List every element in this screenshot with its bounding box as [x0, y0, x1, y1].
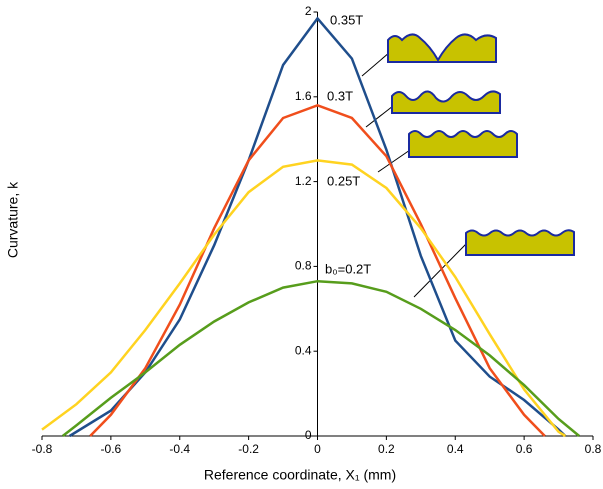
- y-tick-label: 1.6: [295, 89, 312, 103]
- x-tick-label: 0.4: [447, 442, 464, 456]
- x-axis-title: Reference coordinate, X₁ (mm): [204, 467, 396, 483]
- series-line: [89, 103, 546, 437]
- y-axis-title: Curvature, k: [5, 181, 21, 258]
- y-tick-label: 2: [305, 4, 312, 18]
- x-tick-label: 0.6: [516, 442, 533, 456]
- x-tick-label: -0.4: [169, 442, 190, 456]
- series-label: 0.25T: [327, 173, 360, 188]
- x-tick-label: -0.8: [32, 442, 53, 456]
- series-label: 0.35T: [330, 12, 363, 27]
- x-tick-label: 0.8: [585, 442, 602, 456]
- y-tick-label: 0: [305, 428, 312, 442]
- x-tick-label: 0: [314, 442, 321, 456]
- series-label: b₀=0.2T: [325, 261, 371, 276]
- series-line: [41, 159, 567, 438]
- series-line: [68, 16, 567, 438]
- x-tick-label: -0.6: [101, 442, 122, 456]
- series-label: 0.3T: [327, 88, 353, 103]
- y-tick-label: 1.2: [295, 174, 312, 188]
- y-tick-label: 0.8: [295, 259, 312, 273]
- x-tick-label: 0.2: [378, 442, 395, 456]
- series-line: [61, 279, 580, 437]
- icons: [387, 33, 575, 256]
- decorations: [361, 51, 467, 298]
- x-tick-label: -0.2: [238, 442, 259, 456]
- y-tick-label: 0.4: [295, 343, 312, 357]
